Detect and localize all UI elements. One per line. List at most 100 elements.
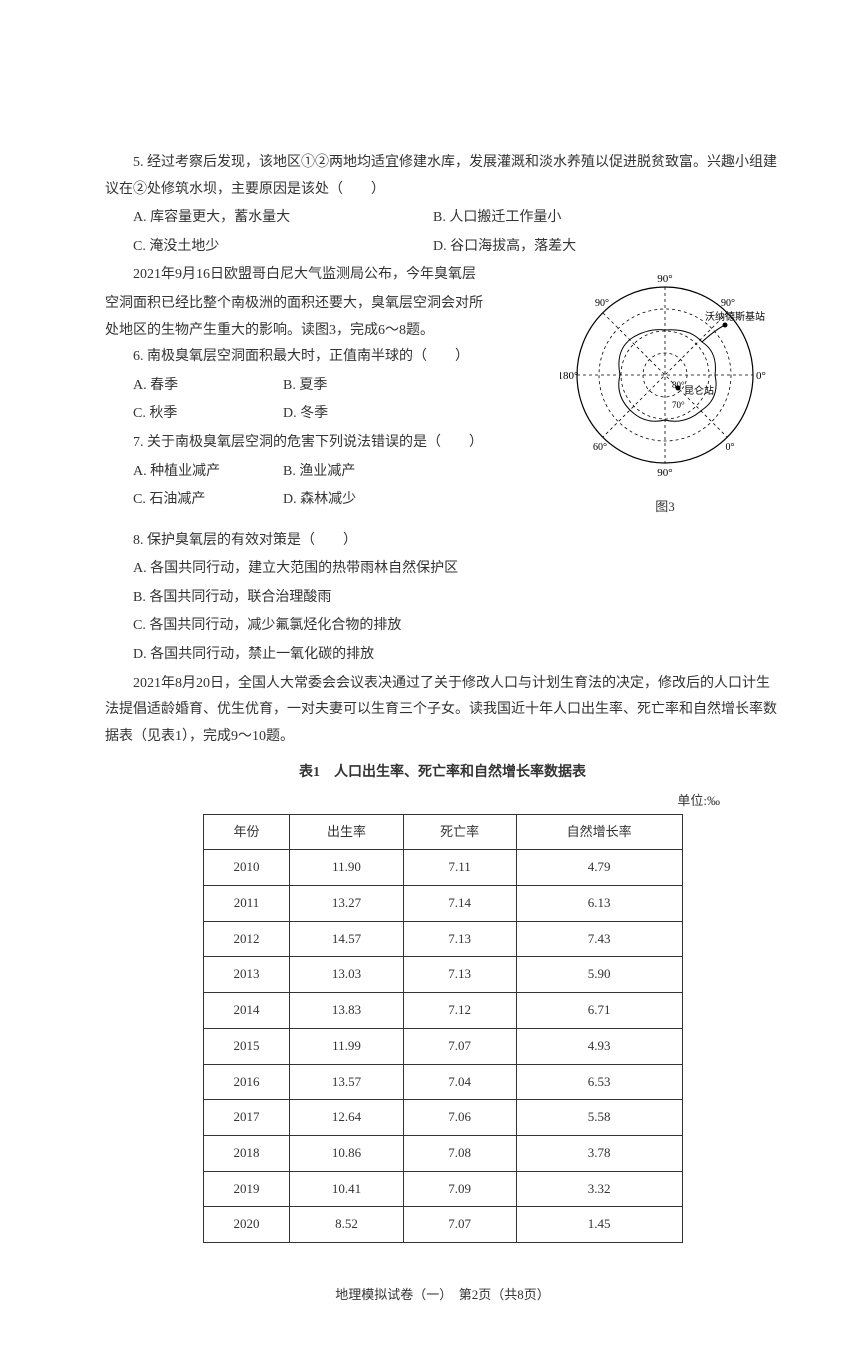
table-cell: 4.79 <box>516 850 682 886</box>
table-row: 201011.907.114.79 <box>203 850 682 886</box>
table-cell: 2014 <box>203 993 290 1029</box>
table-cell: 7.04 <box>403 1064 516 1100</box>
table-row: 201214.577.137.43 <box>203 921 682 957</box>
table-cell: 7.43 <box>516 921 682 957</box>
table-cell: 2010 <box>203 850 290 886</box>
table-cell: 4.93 <box>516 1028 682 1064</box>
th-year: 年份 <box>203 814 290 850</box>
q6-opt-a: A. 春季 <box>133 373 283 400</box>
table-cell: 2011 <box>203 886 290 922</box>
figure-3: 90° 90° 180° 0° 90° 90° 60° 0° 70° 80° 沃… <box>550 270 780 519</box>
q5-opts-row1: A. 库容量更大，蓄水量大 B. 人口搬迁工作量小 <box>133 205 780 232</box>
table-cell: 6.53 <box>516 1064 682 1100</box>
th-death: 死亡率 <box>403 814 516 850</box>
q5-opt-d: D. 谷口海拔高，落差大 <box>433 234 576 261</box>
q8-opt-b: B. 各国共同行动，联合治理酸雨 <box>133 585 780 612</box>
q6-opt-b: B. 夏季 <box>283 373 433 400</box>
table-row: 201910.417.093.32 <box>203 1171 682 1207</box>
q5-opt-a: A. 库容量更大，蓄水量大 <box>133 205 433 232</box>
table-cell: 7.07 <box>403 1207 516 1243</box>
table-cell: 2017 <box>203 1100 290 1136</box>
q7-opts: A. 种植业减产 B. 渔业减产 <box>133 459 538 486</box>
table-row: 201313.037.135.90 <box>203 957 682 993</box>
table-cell: 7.12 <box>403 993 516 1029</box>
table-row: 201113.277.146.13 <box>203 886 682 922</box>
lbl-lr: 0° <box>726 442 735 453</box>
table-header-row: 年份 出生率 死亡率 自然增长率 <box>203 814 682 850</box>
table-cell: 2019 <box>203 1171 290 1207</box>
table-cell: 13.83 <box>290 993 403 1029</box>
table-cell: 2016 <box>203 1064 290 1100</box>
q6-opts2: C. 秋季 D. 冬季 <box>133 401 538 428</box>
q7-opt-d: D. 森林减少 <box>283 487 433 514</box>
q7-opts2: C. 石油减产 D. 森林减少 <box>133 487 538 514</box>
table-cell: 2020 <box>203 1207 290 1243</box>
table-cell: 6.13 <box>516 886 682 922</box>
table-cell: 7.06 <box>403 1100 516 1136</box>
table-cell: 11.99 <box>290 1028 403 1064</box>
table-cell: 13.27 <box>290 886 403 922</box>
th-growth: 自然增长率 <box>516 814 682 850</box>
q6-opts: A. 春季 B. 夏季 <box>133 373 538 400</box>
table-cell: 12.64 <box>290 1100 403 1136</box>
page-content: 5. 经过考察后发现，该地区①②两地均适宜修建水库，发展灌溉和淡水养殖以促进脱贫… <box>105 150 780 1308</box>
q8-stem: 8. 保护臭氧层的有效对策是（ ） <box>105 528 780 555</box>
table-cell: 2012 <box>203 921 290 957</box>
table-cell: 13.57 <box>290 1064 403 1100</box>
table-row: 201613.577.046.53 <box>203 1064 682 1100</box>
table-cell: 7.13 <box>403 921 516 957</box>
q6-opt-d: D. 冬季 <box>283 401 433 428</box>
table-cell: 8.52 <box>290 1207 403 1243</box>
table-cell: 13.03 <box>290 957 403 993</box>
table-cell: 2013 <box>203 957 290 993</box>
table-cell: 2015 <box>203 1028 290 1064</box>
table-cell: 7.13 <box>403 957 516 993</box>
table-caption: 表1 人口出生率、死亡率和自然增长率数据表 <box>105 760 780 787</box>
lbl-top: 90° <box>657 273 672 285</box>
q6-opt-c: C. 秋季 <box>133 401 283 428</box>
lbl-ur: 90° <box>721 298 735 309</box>
q7-opt-c: C. 石油减产 <box>133 487 283 514</box>
table-cell: 1.45 <box>516 1207 682 1243</box>
table-cell: 11.90 <box>290 850 403 886</box>
table-cell: 5.58 <box>516 1100 682 1136</box>
table-unit: 单位:‰ <box>105 789 780 814</box>
population-table: 年份 出生率 死亡率 自然增长率 201011.907.114.79201113… <box>203 814 683 1243</box>
table-cell: 6.71 <box>516 993 682 1029</box>
table-cell: 2018 <box>203 1135 290 1171</box>
q5-stem: 5. 经过考察后发现，该地区①②两地均适宜修建水库，发展灌溉和淡水养殖以促进脱贫… <box>105 150 780 203</box>
passage3: 2021年8月20日，全国人大常委会会议表决通过了关于修改人口与计划生育法的决定… <box>105 671 780 751</box>
lbl-70: 70° <box>672 400 685 410</box>
q5-opt-b: B. 人口搬迁工作量小 <box>433 205 561 232</box>
table-cell: 14.57 <box>290 921 403 957</box>
table-row: 201810.867.083.78 <box>203 1135 682 1171</box>
table-cell: 3.78 <box>516 1135 682 1171</box>
lbl-right: 0° <box>756 370 766 382</box>
th-birth: 出生率 <box>290 814 403 850</box>
q8-opt-c: C. 各国共同行动，减少氟氯烃化合物的排放 <box>133 613 780 640</box>
figure3-caption: 图3 <box>550 495 780 520</box>
table-cell: 7.08 <box>403 1135 516 1171</box>
table-cell: 3.32 <box>516 1171 682 1207</box>
q5-opt-c: C. 淹没土地少 <box>133 234 433 261</box>
table-row: 201712.647.065.58 <box>203 1100 682 1136</box>
table-cell: 10.41 <box>290 1171 403 1207</box>
table-row: 201413.837.126.71 <box>203 993 682 1029</box>
table-cell: 7.11 <box>403 850 516 886</box>
antarctic-map-icon: 90° 90° 180° 0° 90° 90° 60° 0° 70° 80° 沃… <box>560 270 770 480</box>
lbl-ul: 90° <box>595 298 609 309</box>
lbl-station1: 沃纳德斯基站 <box>705 310 765 323</box>
q5-opts-row2: C. 淹没土地少 D. 谷口海拔高，落差大 <box>133 234 780 261</box>
table-row: 201511.997.074.93 <box>203 1028 682 1064</box>
q8-opt-a: A. 各国共同行动，建立大范围的热带雨林自然保护区 <box>133 556 780 583</box>
table-cell: 7.14 <box>403 886 516 922</box>
q7-opt-a: A. 种植业减产 <box>133 459 283 486</box>
lbl-ll: 60° <box>593 442 607 453</box>
lbl-left: 180° <box>560 370 578 382</box>
table-cell: 7.07 <box>403 1028 516 1064</box>
lbl-bottom: 90° <box>657 467 672 479</box>
q8-opt-d: D. 各国共同行动，禁止一氧化碳的排放 <box>133 642 780 669</box>
table-cell: 10.86 <box>290 1135 403 1171</box>
q7-opt-b: B. 渔业减产 <box>283 459 433 486</box>
page-footer: 地理模拟试卷（一） 第2页（共8页） <box>105 1283 780 1308</box>
